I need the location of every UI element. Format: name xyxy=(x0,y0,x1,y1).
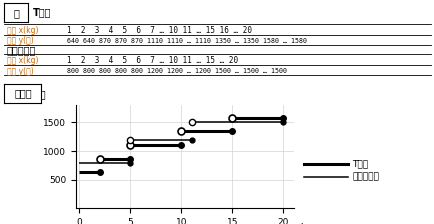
Text: 重さ x(kg): 重さ x(kg) xyxy=(7,26,38,35)
Text: 重さ x(kg): 重さ x(kg) xyxy=(7,56,38,65)
Text: 表: 表 xyxy=(13,8,19,18)
Text: T急便: T急便 xyxy=(33,7,51,17)
Text: 料金 y(円): 料金 y(円) xyxy=(7,67,33,75)
Text: 料金 y(円): 料金 y(円) xyxy=(7,36,33,45)
Text: （kg）: （kg） xyxy=(295,223,319,224)
Text: 1  2  3  4  5  6  7 … 10 11 … 15 … 20: 1 2 3 4 5 6 7 … 10 11 … 15 … 20 xyxy=(67,56,238,65)
Text: 640 640 870 870 870 1110 1110 … 1110 1350 … 1350 1580 … 1580: 640 640 870 870 870 1110 1110 … 1110 135… xyxy=(67,38,307,44)
Text: 800 800 800 800 800 1200 1200 … 1200 1500 … 1500 … 1500: 800 800 800 800 800 1200 1200 … 1200 150… xyxy=(67,68,287,74)
Text: ニコニコ便: ニコニコ便 xyxy=(7,45,36,55)
Text: T急便: T急便 xyxy=(352,159,368,168)
Text: （円）: （円） xyxy=(28,89,46,99)
Text: グラフ: グラフ xyxy=(14,88,32,99)
Text: 1  2  3  4  5  6  7 … 10 11 … 15 16 … 20: 1 2 3 4 5 6 7 … 10 11 … 15 16 … 20 xyxy=(67,26,252,35)
Text: ニコニコ便: ニコニコ便 xyxy=(352,172,378,181)
